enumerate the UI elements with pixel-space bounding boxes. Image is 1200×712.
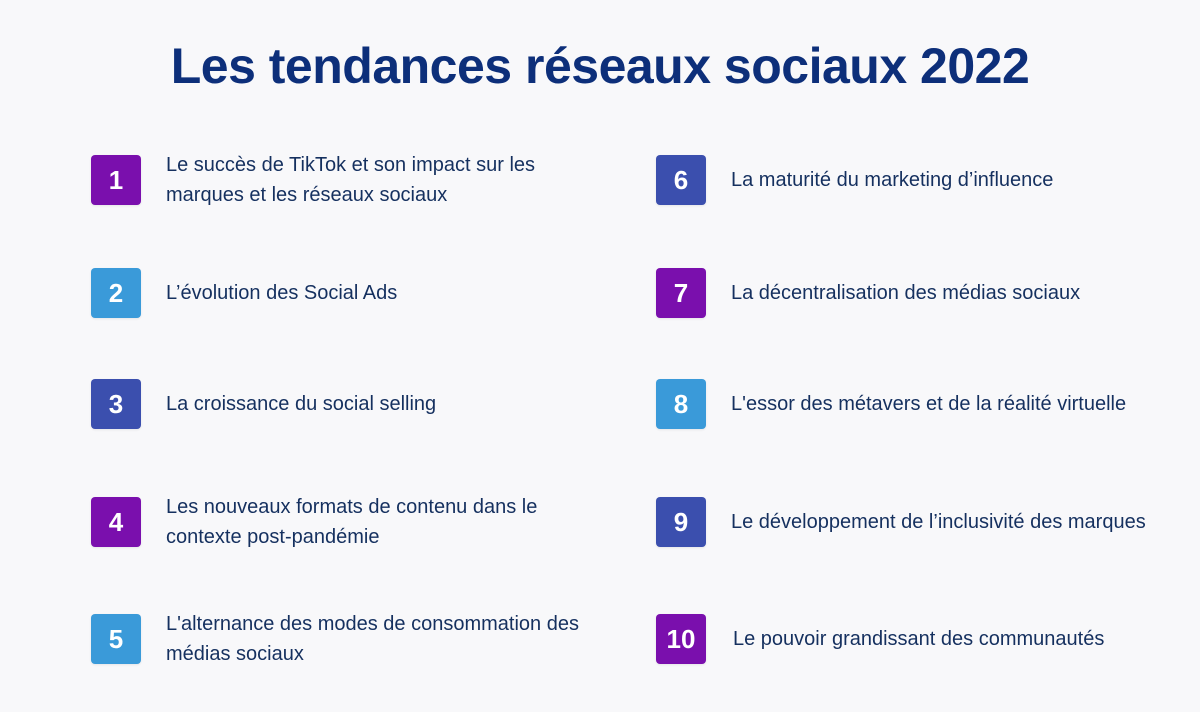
trend-label: Les nouveaux formats de contenu dans le … bbox=[166, 496, 538, 548]
page-title: Les tendances réseaux sociaux 2022 bbox=[170, 38, 1030, 94]
trend-label: L'essor des métavers et de la réalité vi… bbox=[731, 393, 1127, 415]
trend-item-3: 3 La croissance du social selling bbox=[91, 372, 586, 436]
number-badge: 8 bbox=[656, 379, 706, 429]
trend-item-9: 9 Le développement de l’inclusivité des … bbox=[656, 490, 1171, 554]
trend-item-10: 10 Le pouvoir grandissant des communauté… bbox=[656, 607, 1173, 671]
number-badge: 2 bbox=[91, 268, 141, 318]
number-badge: 10 bbox=[656, 614, 706, 664]
number-badge: 7 bbox=[656, 268, 706, 318]
trend-label: L’évolution des Social Ads bbox=[166, 282, 398, 304]
trend-item-4: 4 Les nouveaux formats de contenu dans l… bbox=[91, 490, 586, 554]
trend-item-5: 5 L'alternance des modes de consommation… bbox=[91, 607, 586, 671]
trend-label: L'alternance des modes de consommation d… bbox=[166, 613, 579, 665]
number-badge: 9 bbox=[656, 497, 706, 547]
trend-label: La décentralisation des médias sociaux bbox=[731, 282, 1081, 304]
trend-item-6: 6 La maturité du marketing d’influence bbox=[656, 148, 1171, 212]
number-badge: 1 bbox=[91, 155, 141, 205]
trend-item-8: 8 L'essor des métavers et de la réalité … bbox=[656, 372, 1171, 436]
trend-label: La croissance du social selling bbox=[166, 393, 437, 415]
trend-item-7: 7 La décentralisation des médias sociaux bbox=[656, 261, 1171, 325]
trend-label: Le succès de TikTok et son impact sur le… bbox=[166, 154, 536, 206]
trend-label: Le développement de l’inclusivité des ma… bbox=[731, 511, 1146, 533]
number-badge: 4 bbox=[91, 497, 141, 547]
trend-item-1: 1 Le succès de TikTok et son impact sur … bbox=[91, 148, 586, 212]
trend-label: Le pouvoir grandissant des communautés bbox=[733, 628, 1105, 650]
number-badge: 5 bbox=[91, 614, 141, 664]
trend-item-2: 2 L’évolution des Social Ads bbox=[91, 261, 586, 325]
number-badge: 6 bbox=[656, 155, 706, 205]
number-badge: 3 bbox=[91, 379, 141, 429]
trend-label: La maturité du marketing d’influence bbox=[731, 169, 1054, 191]
